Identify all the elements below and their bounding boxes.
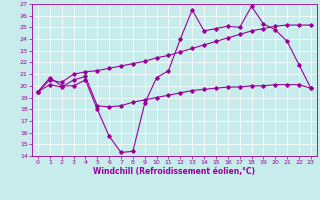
X-axis label: Windchill (Refroidissement éolien,°C): Windchill (Refroidissement éolien,°C) xyxy=(93,167,255,176)
